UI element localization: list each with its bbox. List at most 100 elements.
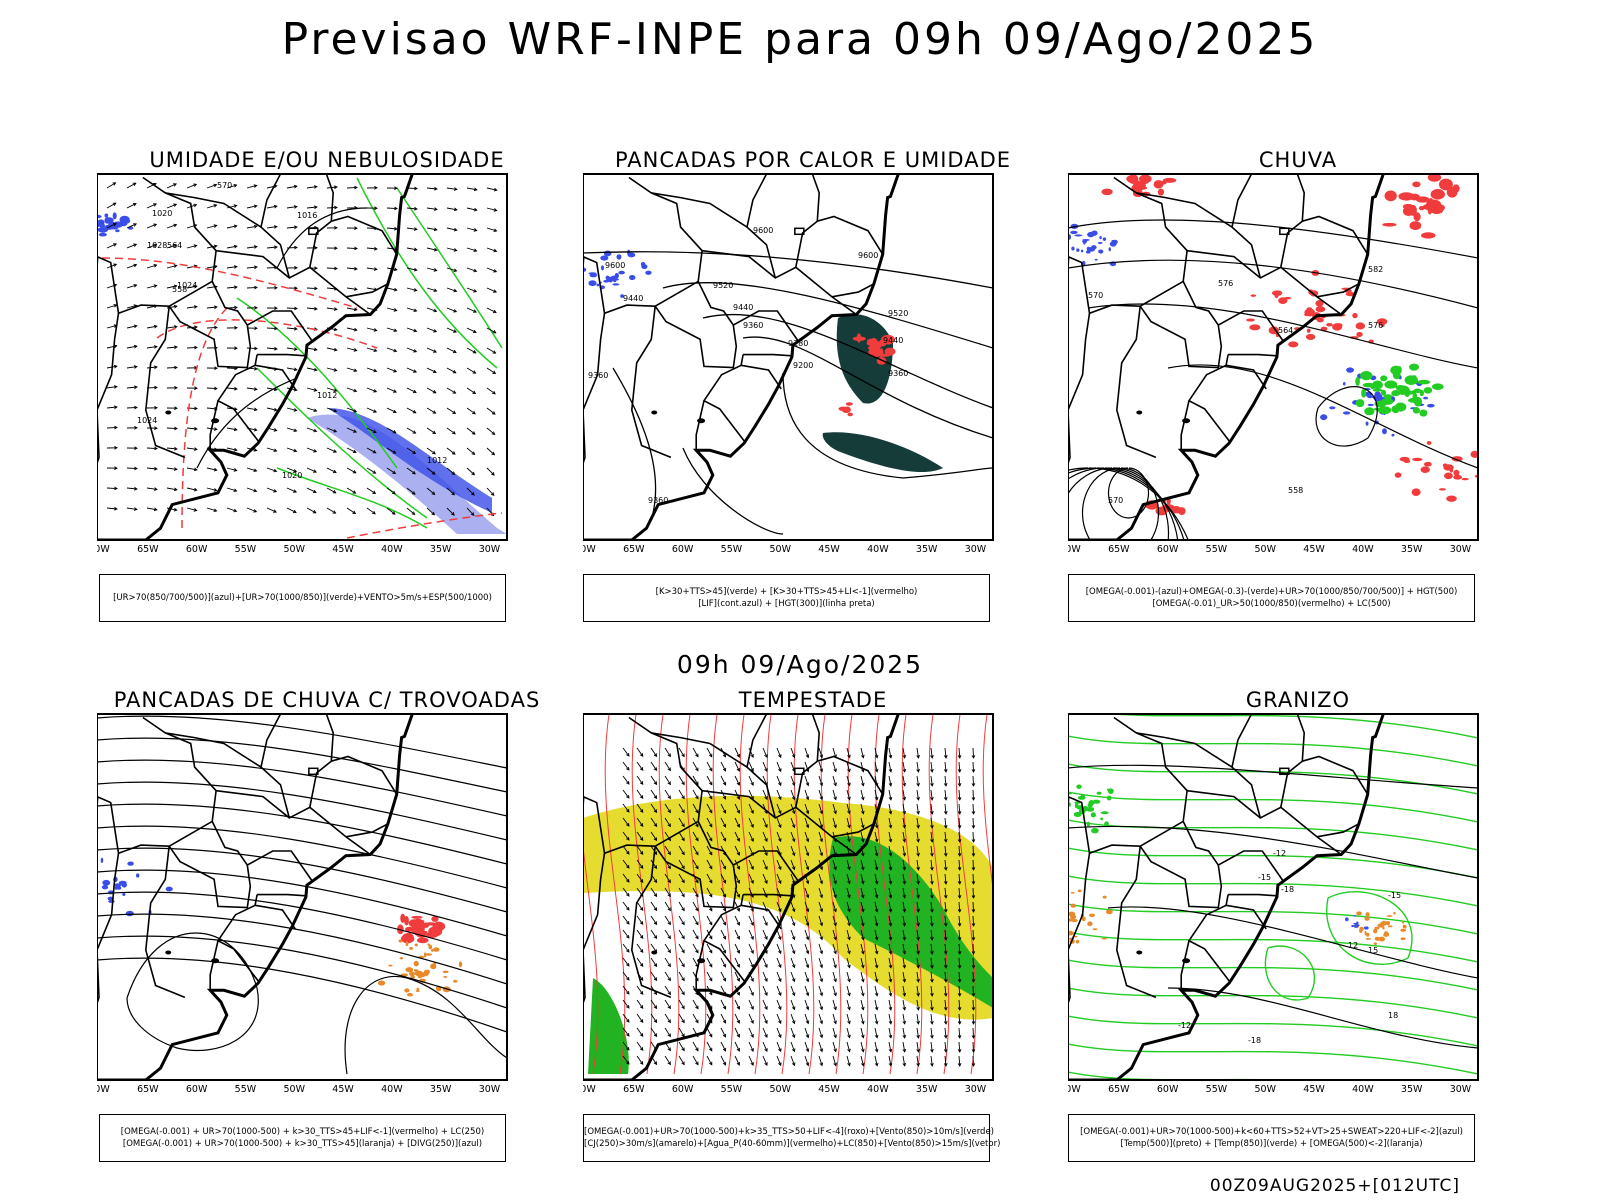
wind-arrowhead <box>764 838 768 843</box>
wind-arrowhead <box>805 936 810 941</box>
coastline <box>1068 714 1385 1080</box>
wind-arrow <box>446 507 455 516</box>
wind-arrowhead <box>971 755 976 759</box>
wind-arrowhead <box>433 247 438 252</box>
wind-arrow <box>860 1055 864 1066</box>
wind-arrowhead <box>393 328 398 332</box>
wind-arrow <box>762 957 768 968</box>
omega-strong-patch <box>1355 399 1365 408</box>
wind-arrowhead <box>213 244 218 249</box>
lifted-index-patch <box>616 254 622 260</box>
wind-arrow <box>186 346 198 349</box>
wind-arrowhead <box>888 922 893 927</box>
wind-arrow <box>636 929 644 939</box>
wind-arrow <box>902 999 906 1010</box>
lifted-index <box>583 249 652 298</box>
omega-weak-patch <box>1391 433 1395 437</box>
temp-850-line <box>1068 763 1478 795</box>
wind-arrowhead <box>491 451 496 456</box>
wind-arrowhead <box>833 866 837 871</box>
wind-arrowhead <box>667 963 671 968</box>
wind-arrow <box>930 999 933 1010</box>
wind-arrowhead <box>874 754 879 759</box>
legend-line: [OMEGA(-0.001)+UR>70(1000-500)+k>35_TTS>… <box>584 1127 994 1137</box>
wind-arrowhead <box>861 992 865 997</box>
wind-arrow <box>406 227 417 230</box>
wind-arrow <box>748 1055 754 1066</box>
map-pancadas-calor: 9600952094409440936092809200960096009520… <box>583 173 994 555</box>
wind-arrowhead <box>709 879 713 884</box>
wind-arrow <box>930 957 933 968</box>
wind-arrow <box>466 407 476 415</box>
rain-area <box>1394 440 1478 502</box>
wind-arrowhead <box>452 410 457 414</box>
wind-arrowhead <box>667 935 671 940</box>
wind-arrowhead <box>888 866 893 871</box>
temp-500-line <box>1068 825 1478 879</box>
wind-arrowhead <box>253 427 258 432</box>
map-frame: 12S15S18S21S24S27S30S33S36S39S42S70W65W6… <box>1068 713 1479 1095</box>
wind-arrowhead <box>805 950 810 955</box>
wind-arrow <box>958 929 961 941</box>
wind-arrow <box>762 929 768 940</box>
omega-weak-patch <box>1099 236 1102 240</box>
wind-arrowhead <box>833 1048 837 1053</box>
wind-arrow <box>678 817 685 827</box>
lon-tick-label: 30W <box>965 544 987 555</box>
wind-arrow <box>958 1055 961 1067</box>
omega-weak-patch <box>1086 246 1091 251</box>
wind-arrowhead <box>253 245 258 249</box>
omega-strong-patch <box>1380 375 1388 382</box>
wind-arrow <box>186 467 197 471</box>
wind-arrow <box>916 957 919 968</box>
wind-arrow <box>720 971 726 982</box>
wind-arrow <box>720 999 726 1010</box>
wind-arrow <box>790 1013 795 1024</box>
wind-arrow <box>622 831 630 841</box>
omega-500-patch <box>1364 930 1367 936</box>
thunderstorm-lif-patch <box>416 937 429 944</box>
wind-arrowhead <box>902 768 907 773</box>
wind-arrowhead <box>847 1048 851 1053</box>
thickness-contour-line <box>346 512 503 539</box>
wind-arrow <box>636 1027 644 1037</box>
wind-arrow <box>206 507 217 512</box>
wind-arrow <box>860 747 864 758</box>
wind-arrow <box>930 887 933 898</box>
wind-arrowhead <box>626 1061 630 1065</box>
wind-arrowhead <box>930 838 934 843</box>
temp-850-detail-patch <box>1073 811 1082 818</box>
thunderstorm-patch <box>405 941 409 947</box>
wind-arrow <box>720 859 726 870</box>
wind-arrow <box>958 943 961 955</box>
temp-500-line <box>1107 906 1478 979</box>
wind-arrowhead <box>451 451 456 455</box>
wind-arrow <box>790 831 795 842</box>
lon-tick-label: 60W <box>1157 544 1179 555</box>
wind-arrow <box>306 407 317 412</box>
map-frame: 12S15S18S21S24S27S30S33S36S39S42S70W65W6… <box>583 173 994 555</box>
wind-arrow <box>818 1041 823 1052</box>
lon-tick-label: 35W <box>1401 1084 1423 1095</box>
wind-arrow <box>692 1013 699 1023</box>
rain-area-patch <box>1446 495 1457 502</box>
wind-arrowhead <box>695 1061 699 1066</box>
wind-arrowhead <box>888 964 893 969</box>
wind-arrow <box>246 347 258 350</box>
wind-arrowhead <box>888 908 893 913</box>
wind-arrow <box>944 971 947 982</box>
wind-arrow <box>126 243 137 249</box>
wind-field <box>106 182 498 517</box>
border-line <box>583 853 606 1006</box>
height-500-line <box>1068 467 1185 540</box>
divergence-patch <box>101 885 109 890</box>
wind-arrow <box>678 747 685 757</box>
border-line <box>1180 400 1190 451</box>
border-line <box>216 894 260 983</box>
wind-arrow <box>106 487 118 490</box>
wind-arrowhead <box>888 824 893 829</box>
wind-arrowhead <box>791 796 796 801</box>
wind-arrowhead <box>819 1034 824 1039</box>
wind-arrow <box>832 859 837 870</box>
wind-arrow <box>720 775 726 786</box>
